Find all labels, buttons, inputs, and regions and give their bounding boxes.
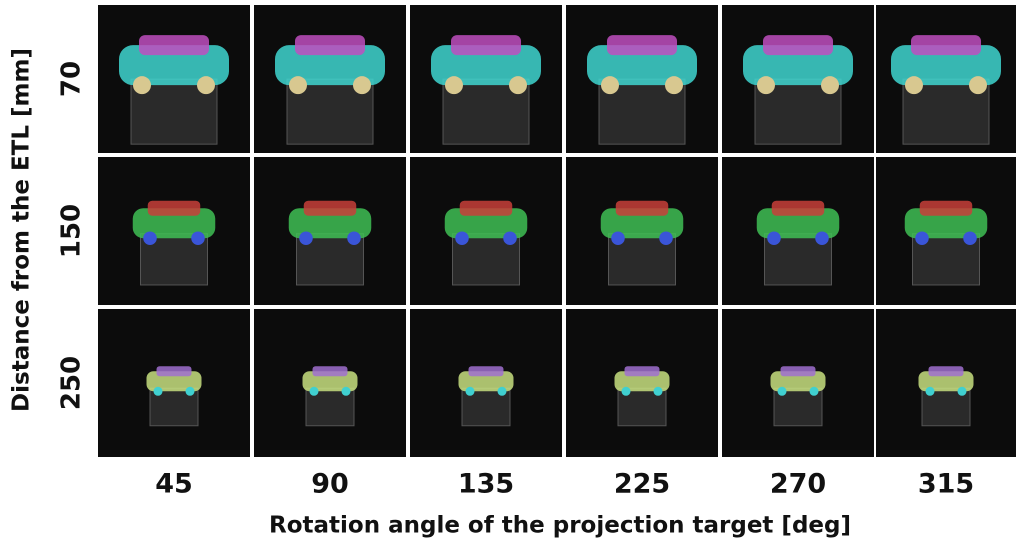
- car-wheel: [309, 386, 319, 396]
- car-window: [763, 35, 833, 56]
- y-axis-label: Distance from the ETL [mm]: [9, 48, 35, 412]
- x-axis-label: Rotation angle of the projection target …: [269, 513, 851, 539]
- car-wheel: [777, 386, 787, 396]
- car-wheel: [957, 386, 967, 396]
- car-wheel: [815, 231, 829, 245]
- photo: [566, 157, 718, 305]
- car-wheel: [465, 386, 475, 396]
- photo: [98, 5, 250, 153]
- car-wheel: [509, 76, 527, 95]
- car-wheel: [659, 231, 673, 245]
- car-wheel: [905, 76, 923, 95]
- photo: [722, 157, 874, 305]
- car-window: [624, 366, 660, 377]
- column-label: 225: [614, 469, 670, 500]
- row-label: 150: [57, 204, 87, 258]
- photo: [98, 157, 250, 305]
- car-window: [312, 366, 348, 377]
- car-wheel: [821, 76, 839, 95]
- photo: [566, 5, 718, 153]
- photo: [876, 157, 1016, 305]
- car-wheel: [969, 76, 987, 95]
- row-label: 250: [57, 356, 87, 410]
- car-window: [607, 35, 677, 56]
- car-wheel: [963, 231, 977, 245]
- car-wheel: [455, 231, 469, 245]
- car-wheel: [767, 231, 781, 245]
- column-label: 135: [458, 469, 514, 500]
- car-wheel: [143, 231, 157, 245]
- column-label: 45: [155, 469, 193, 500]
- photo: [722, 5, 874, 153]
- car-window: [295, 35, 365, 56]
- car-window: [303, 200, 357, 216]
- car-wheel: [809, 386, 819, 396]
- car-window: [928, 366, 964, 377]
- car-window: [919, 200, 973, 216]
- car-wheel: [353, 76, 371, 95]
- column-label: 270: [770, 469, 826, 500]
- photo: [254, 309, 406, 457]
- car-window: [147, 200, 201, 216]
- car-wheel: [299, 231, 313, 245]
- car-wheel: [185, 386, 195, 396]
- row-label: 70: [57, 61, 87, 97]
- car-wheel: [757, 76, 775, 95]
- car-window: [615, 200, 669, 216]
- car-window: [459, 200, 513, 216]
- photo: [566, 309, 718, 457]
- column-label: 315: [918, 469, 974, 500]
- car-wheel: [665, 76, 683, 95]
- car-wheel: [445, 76, 463, 95]
- car-wheel: [197, 76, 215, 95]
- photo: [254, 5, 406, 153]
- car-window: [451, 35, 521, 56]
- car-window: [156, 366, 192, 377]
- photo: [876, 5, 1016, 153]
- photo: [98, 309, 250, 457]
- car-wheel: [503, 231, 517, 245]
- car-wheel: [653, 386, 663, 396]
- photo: [410, 157, 562, 305]
- car-wheel: [915, 231, 929, 245]
- column-label: 90: [311, 469, 349, 500]
- car-wheel: [925, 386, 935, 396]
- car-wheel: [153, 386, 163, 396]
- car-wheel: [611, 231, 625, 245]
- car-wheel: [621, 386, 631, 396]
- car-wheel: [497, 386, 507, 396]
- car-wheel: [601, 76, 619, 95]
- car-window: [771, 200, 825, 216]
- photo: [876, 309, 1016, 457]
- photo: [254, 157, 406, 305]
- car-wheel: [347, 231, 361, 245]
- car-window: [468, 366, 504, 377]
- car-wheel: [289, 76, 307, 95]
- car-wheel: [191, 231, 205, 245]
- car-window: [780, 366, 816, 377]
- photo: [410, 5, 562, 153]
- car-wheel: [341, 386, 351, 396]
- photo: [722, 309, 874, 457]
- car-window: [139, 35, 209, 56]
- car-window: [911, 35, 981, 56]
- photo: [410, 309, 562, 457]
- car-wheel: [133, 76, 151, 95]
